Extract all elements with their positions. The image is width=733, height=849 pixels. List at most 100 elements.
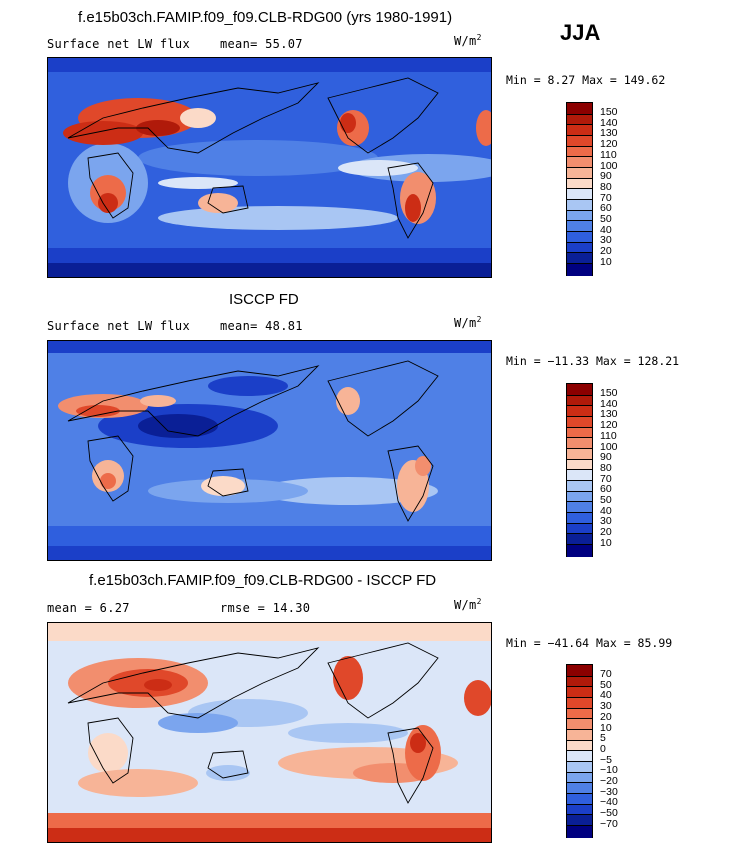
colorbar-swatch bbox=[567, 103, 592, 115]
colorbar-swatch bbox=[567, 189, 592, 200]
season-label: JJA bbox=[560, 20, 601, 45]
colorbar-tick-label: 100 bbox=[600, 440, 618, 453]
panel3-title: f.e15b03ch.FAMIP.f09_f09.CLB-RDG00 - ISC… bbox=[89, 572, 437, 589]
colorbar-tick-label: 60 bbox=[600, 202, 612, 215]
panel1-field-label: Surface net LW flux bbox=[47, 37, 190, 51]
panel2-map bbox=[47, 340, 492, 561]
colorbar-tick-label: 80 bbox=[600, 461, 612, 474]
colorbar-tick-label: 20 bbox=[600, 245, 612, 258]
colorbar-tick-label: 40 bbox=[600, 504, 612, 517]
colorbar-tick-label: 40 bbox=[600, 223, 612, 236]
colorbar-tick-label: 20 bbox=[600, 710, 612, 723]
colorbar-tick-label: 50 bbox=[600, 213, 612, 225]
colorbar-swatch bbox=[567, 125, 592, 136]
colorbar-swatch bbox=[567, 416, 592, 428]
colorbar-tick-label: 30 bbox=[600, 700, 612, 713]
colorbar-tick-label: 40 bbox=[600, 689, 612, 702]
colorbar-swatch bbox=[567, 395, 592, 407]
colorbar-swatch bbox=[567, 665, 592, 677]
colorbar-tick-label: 140 bbox=[600, 116, 618, 129]
colorbar-swatch bbox=[567, 794, 592, 805]
colorbar-tick-label: 10 bbox=[600, 536, 612, 549]
colorbar-swatch bbox=[567, 242, 592, 254]
colorbar-swatch bbox=[567, 114, 592, 126]
panel1-title: f.e15b03ch.FAMIP.f09_f09.CLB-RDG00 (yrs … bbox=[78, 9, 453, 26]
colorbar-swatch bbox=[567, 210, 592, 222]
colorbar-tick-label: 60 bbox=[600, 483, 612, 496]
panel3-map bbox=[47, 622, 492, 843]
colorbar-swatch bbox=[567, 146, 592, 158]
colorbar-swatch bbox=[567, 264, 592, 276]
colorbar-tick-label: 50 bbox=[600, 494, 612, 506]
panel1-units: W/m2 bbox=[454, 33, 482, 48]
colorbar-tick-label: 70 bbox=[600, 472, 612, 485]
colorbar-swatch bbox=[567, 697, 592, 709]
colorbar-swatch bbox=[567, 513, 592, 524]
colorbar-tick-label: 150 bbox=[600, 387, 618, 399]
colorbar-tick-label: −5 bbox=[600, 753, 612, 766]
panel3-units: W/m2 bbox=[454, 597, 482, 612]
colorbar-tick-label: 120 bbox=[600, 419, 618, 432]
colorbar-swatch bbox=[567, 157, 592, 168]
panel2-field-label: Surface net LW flux bbox=[47, 319, 190, 333]
colorbar-tick-label: 110 bbox=[600, 429, 617, 442]
colorbar-tick-label: −70 bbox=[600, 817, 618, 830]
colorbar-swatch bbox=[567, 406, 592, 417]
colorbar-tick-label: 30 bbox=[600, 515, 612, 528]
panel2-minmax: Min = −11.33 Max = 128.21 bbox=[506, 354, 680, 368]
colorbar-tick-label: 120 bbox=[600, 138, 618, 151]
colorbar-swatch bbox=[567, 470, 592, 481]
colorbar-swatch bbox=[567, 232, 592, 243]
colorbar-swatch bbox=[567, 448, 592, 460]
colorbar-tick-label: 30 bbox=[600, 234, 612, 247]
panel1-colorbar bbox=[566, 102, 593, 276]
panel3-colorbar bbox=[566, 664, 593, 838]
colorbar-tick-label: 110 bbox=[600, 148, 617, 161]
colorbar-swatch bbox=[567, 783, 592, 795]
panel1-mean-label: mean= 55.07 bbox=[220, 37, 303, 51]
colorbar-swatch bbox=[567, 751, 592, 762]
colorbar-swatch bbox=[567, 534, 592, 546]
colorbar-swatch bbox=[567, 178, 592, 190]
colorbar-tick-label: 140 bbox=[600, 397, 618, 410]
colorbar-swatch bbox=[567, 708, 592, 720]
panel2-title: ISCCP FD bbox=[229, 291, 299, 308]
colorbar-swatch bbox=[567, 200, 592, 211]
colorbar-tick-label: 130 bbox=[600, 408, 618, 421]
colorbar-tick-label: 5 bbox=[600, 732, 606, 745]
colorbar-tick-label: 90 bbox=[600, 170, 612, 183]
colorbar-swatch bbox=[567, 502, 592, 514]
colorbar-tick-label: 0 bbox=[600, 742, 606, 755]
colorbar-tick-label: 20 bbox=[600, 526, 612, 539]
colorbar-swatch bbox=[567, 523, 592, 535]
colorbar-tick-label: 50 bbox=[600, 678, 612, 691]
panel3-rmse-label: rmse = 14.30 bbox=[220, 601, 311, 615]
colorbar-swatch bbox=[567, 729, 592, 741]
colorbar-tick-label: 10 bbox=[600, 721, 612, 734]
panel2-colorbar bbox=[566, 383, 593, 557]
colorbar-tick-label: 150 bbox=[600, 106, 618, 118]
colorbar-swatch bbox=[567, 491, 592, 503]
colorbar-swatch bbox=[567, 481, 592, 492]
colorbar-swatch bbox=[567, 687, 592, 698]
colorbar-tick-label: 100 bbox=[600, 159, 618, 172]
colorbar-swatch bbox=[567, 427, 592, 439]
colorbar-tick-label: −50 bbox=[600, 807, 618, 820]
panel1-minmax: Min = 8.27 Max = 149.62 bbox=[506, 73, 666, 87]
colorbar-swatch bbox=[567, 772, 592, 784]
colorbar-tick-label: 90 bbox=[600, 451, 612, 464]
panel3-minmax: Min = −41.64 Max = 85.99 bbox=[506, 636, 673, 650]
colorbar-tick-label: 70 bbox=[600, 668, 612, 680]
panel3-mean-label: mean = 6.27 bbox=[47, 601, 130, 615]
colorbar-tick-label: −30 bbox=[600, 785, 618, 798]
panel1-map bbox=[47, 57, 492, 278]
colorbar-tick-label: 80 bbox=[600, 180, 612, 193]
colorbar-swatch bbox=[567, 804, 592, 816]
colorbar-tick-label: 70 bbox=[600, 191, 612, 204]
colorbar-swatch bbox=[567, 221, 592, 233]
colorbar-swatch bbox=[567, 167, 592, 179]
colorbar-tick-label: −40 bbox=[600, 796, 618, 809]
colorbar-tick-label: 130 bbox=[600, 127, 618, 140]
colorbar-swatch bbox=[567, 438, 592, 449]
colorbar-swatch bbox=[567, 719, 592, 730]
